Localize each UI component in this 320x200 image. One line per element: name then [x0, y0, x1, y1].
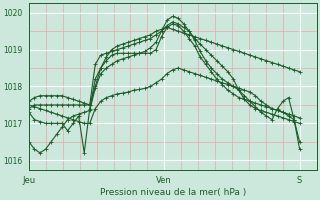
X-axis label: Pression niveau de la mer( hPa ): Pression niveau de la mer( hPa )	[100, 188, 246, 197]
